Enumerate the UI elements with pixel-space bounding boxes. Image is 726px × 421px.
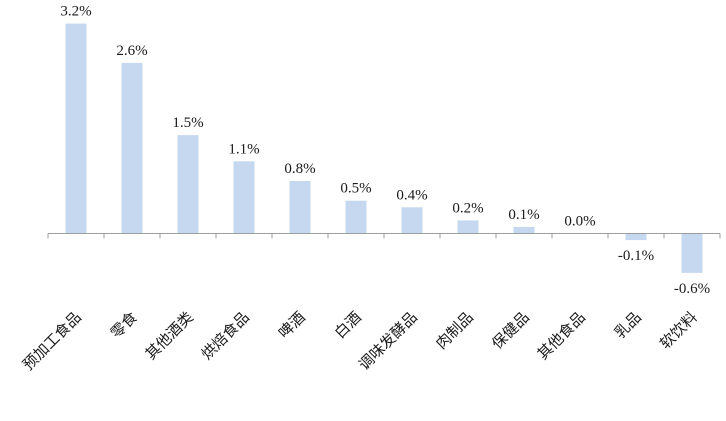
category-label-12: 软饮料 xyxy=(656,308,701,353)
value-label-9: 0.1% xyxy=(508,207,539,223)
bar-3 xyxy=(177,135,199,234)
category-label-8: 肉制品 xyxy=(432,308,477,353)
value-label-4: 1.1% xyxy=(228,141,259,157)
bar-11 xyxy=(625,233,647,241)
value-label-12: -0.6% xyxy=(674,281,710,297)
value-label-3: 1.5% xyxy=(172,115,203,131)
axis-layer xyxy=(47,233,721,239)
category-label-9: 保健品 xyxy=(488,308,533,353)
category-label-5: 啤酒 xyxy=(275,308,309,342)
value-label-10: 0.0% xyxy=(564,214,595,230)
value-label-8: 0.2% xyxy=(452,200,483,216)
category-label-4: 烘焙食品 xyxy=(198,308,253,363)
value-labels-layer: 3.2% 2.6% 1.5% 1.1% 0.8% 0.5% 0.4% 0.2% 0.1% 0.0%… xyxy=(60,4,710,297)
category-label-3: 其他酒类 xyxy=(142,308,197,363)
value-label-1: 3.2% xyxy=(60,4,91,20)
bar-12 xyxy=(681,233,703,273)
value-label-6: 0.5% xyxy=(340,181,371,197)
bar-9 xyxy=(513,226,535,234)
category-label-6: 白酒 xyxy=(331,308,365,342)
category-label-2: 零食 xyxy=(107,308,141,342)
bar-4 xyxy=(233,161,255,234)
bar-6 xyxy=(345,200,367,234)
category-label-1: 预加工食品 xyxy=(19,308,85,374)
bars-layer xyxy=(65,23,703,273)
value-label-5: 0.8% xyxy=(284,161,315,177)
value-label-7: 0.4% xyxy=(396,187,427,203)
category-label-11: 乳品 xyxy=(611,308,645,342)
value-label-2: 2.6% xyxy=(116,43,147,59)
bar-8 xyxy=(457,220,479,234)
bar-5 xyxy=(289,181,311,234)
bar-2 xyxy=(121,62,143,234)
category-label-7: 调味发酵品 xyxy=(355,308,421,374)
bar-1 xyxy=(65,23,87,234)
category-label-10: 其他食品 xyxy=(534,308,589,363)
value-label-11: -0.1% xyxy=(618,248,654,264)
bar-7 xyxy=(401,207,423,234)
